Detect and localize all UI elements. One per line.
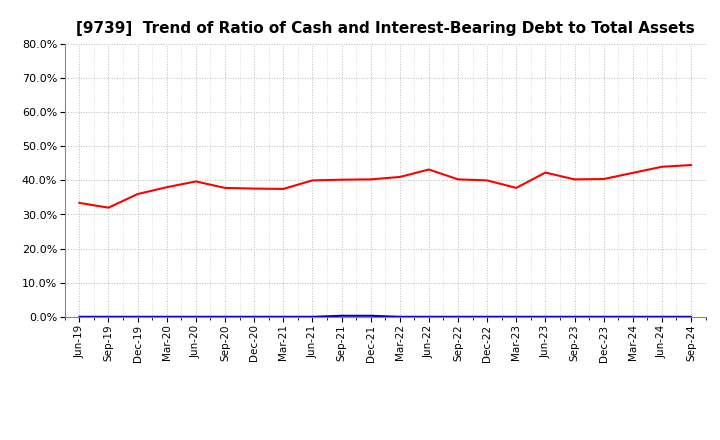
Interest-Bearing Debt [687, 314, 696, 319]
Title: [9739]  Trend of Ratio of Cash and Interest-Bearing Debt to Total Assets: [9739] Trend of Ratio of Cash and Intere… [76, 21, 695, 36]
Interest-Bearing Debt [599, 314, 608, 319]
Interest-Bearing Debt [512, 314, 521, 319]
Interest-Bearing Debt [75, 314, 84, 319]
Cash [454, 177, 462, 182]
Interest-Bearing Debt [279, 314, 287, 319]
Cash [395, 174, 404, 180]
Interest-Bearing Debt [163, 314, 171, 319]
Cash [250, 186, 258, 191]
Interest-Bearing Debt [104, 314, 113, 319]
Cash [337, 177, 346, 182]
Interest-Bearing Debt [570, 314, 579, 319]
Interest-Bearing Debt [395, 314, 404, 319]
Interest-Bearing Debt [192, 314, 200, 319]
Interest-Bearing Debt [454, 314, 462, 319]
Interest-Bearing Debt [250, 314, 258, 319]
Interest-Bearing Debt [366, 313, 375, 319]
Cash [657, 164, 666, 169]
Cash [541, 170, 550, 175]
Cash [192, 179, 200, 184]
Interest-Bearing Debt [629, 314, 637, 319]
Cash [599, 176, 608, 182]
Interest-Bearing Debt [337, 313, 346, 319]
Interest-Bearing Debt [308, 314, 317, 319]
Cash [163, 185, 171, 190]
Cash [75, 200, 84, 205]
Cash [308, 178, 317, 183]
Interest-Bearing Debt [657, 314, 666, 319]
Cash [570, 177, 579, 182]
Cash [366, 177, 375, 182]
Cash [687, 162, 696, 168]
Cash [104, 205, 113, 210]
Line: Interest-Bearing Debt: Interest-Bearing Debt [79, 316, 691, 317]
Cash [425, 167, 433, 172]
Interest-Bearing Debt [483, 314, 492, 319]
Line: Cash: Cash [79, 165, 691, 208]
Cash [629, 170, 637, 176]
Cash [133, 191, 142, 197]
Interest-Bearing Debt [133, 314, 142, 319]
Cash [483, 178, 492, 183]
Interest-Bearing Debt [541, 314, 550, 319]
Cash [512, 185, 521, 191]
Cash [279, 186, 287, 191]
Cash [220, 185, 229, 191]
Interest-Bearing Debt [425, 314, 433, 319]
Interest-Bearing Debt [220, 314, 229, 319]
